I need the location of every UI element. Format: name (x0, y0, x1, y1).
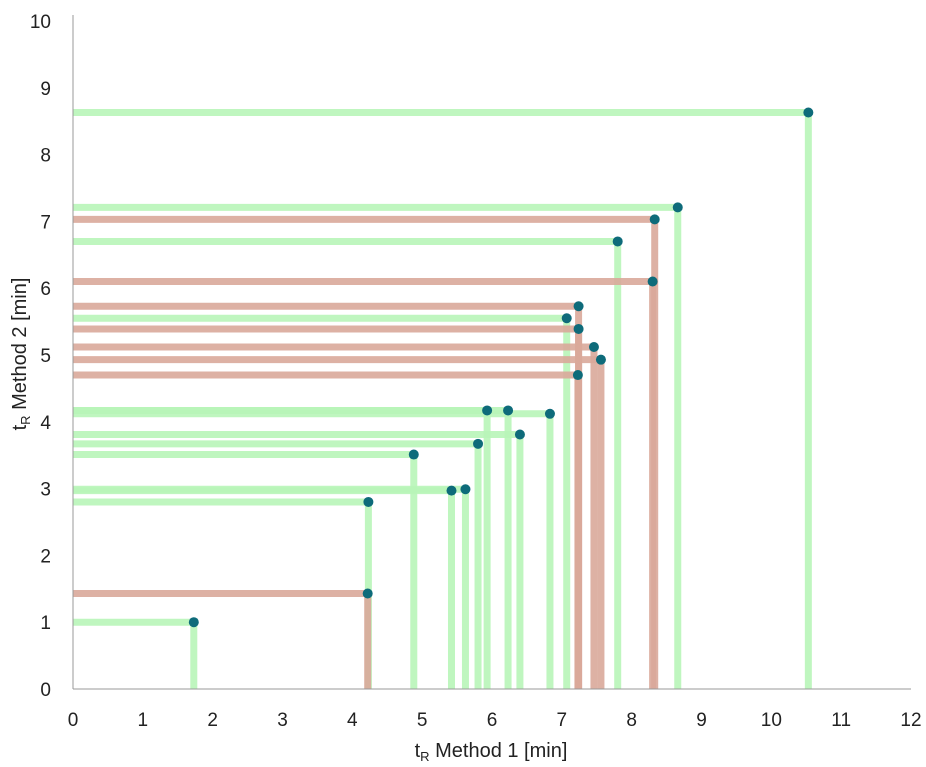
data-point (473, 438, 484, 449)
data-point (573, 323, 584, 334)
x-tick-label: 10 (761, 710, 782, 731)
data-point (482, 405, 493, 416)
data-point (188, 617, 199, 628)
data-point (672, 202, 683, 213)
y-tick-label: 9 (40, 79, 51, 100)
y-tick-label: 0 (40, 680, 51, 701)
x-tick-label: 3 (277, 710, 288, 731)
y-tick-label: 1 (40, 613, 51, 634)
y-axis-label: tR Method 2 [min] (9, 278, 33, 431)
y-tick-label: 8 (40, 146, 51, 167)
y-tick-label: 10 (30, 12, 51, 33)
data-point (573, 301, 584, 312)
data-point (649, 214, 660, 225)
data-point (612, 236, 623, 247)
data-point (446, 485, 457, 496)
data-point (460, 484, 471, 495)
y-tick-label: 6 (40, 279, 51, 300)
plot-area (73, 107, 814, 689)
data-point (363, 496, 374, 507)
x-tick-label: 4 (347, 710, 358, 731)
x-tick-label: 9 (696, 710, 707, 731)
data-point (514, 429, 525, 440)
x-axis-label: tR Method 1 [min] (415, 740, 568, 764)
data-point (503, 405, 514, 416)
y-tick-label: 4 (40, 413, 51, 434)
data-point (595, 354, 606, 365)
x-tick-label: 0 (68, 710, 79, 731)
x-tick-label: 6 (487, 710, 498, 731)
x-tick-label: 5 (417, 710, 428, 731)
y-tick-label: 3 (40, 480, 51, 501)
y-tick-label: 5 (40, 346, 51, 367)
x-tick-label: 7 (557, 710, 568, 731)
data-point (408, 449, 419, 460)
data-point (561, 313, 572, 324)
data-point (544, 408, 555, 419)
data-point (572, 370, 583, 381)
data-point (588, 341, 599, 352)
x-tick-label: 11 (831, 710, 851, 731)
x-tick-label: 2 (207, 710, 218, 731)
axes (72, 15, 911, 690)
x-tick-label: 12 (900, 710, 921, 731)
data-point (803, 107, 814, 118)
y-tick-label: 2 (40, 546, 51, 567)
y-tick-label: 7 (40, 212, 51, 233)
x-tick-label: 8 (626, 710, 637, 731)
x-tick-label: 1 (138, 710, 149, 731)
data-point (362, 588, 373, 599)
data-point (647, 276, 658, 287)
